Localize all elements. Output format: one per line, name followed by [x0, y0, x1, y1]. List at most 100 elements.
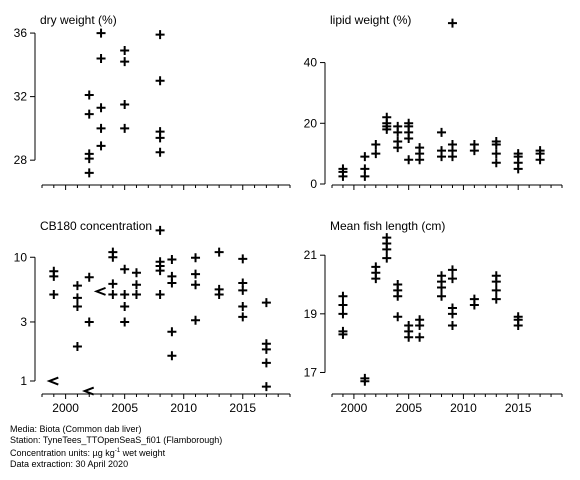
data-point: [155, 257, 165, 267]
data-point: [447, 18, 457, 28]
data-point: [155, 127, 165, 137]
footer-extraction: Data extraction: 30 April 2020: [10, 459, 129, 469]
data-point: [338, 300, 348, 310]
data-point: [491, 149, 501, 159]
panel-2: lipid weight (%) 0 20 40: [304, 13, 563, 191]
footer-units-exponent: -1: [114, 448, 121, 454]
data-point: [191, 280, 201, 290]
data-point: [404, 155, 414, 165]
chart-footer: Media: Biota (Common dab liver) Station:…: [10, 424, 222, 470]
panel-4: Mean fish length (cm) 2000 2005 2010 2015 17 1…: [304, 219, 563, 415]
data-point: [131, 290, 141, 300]
footer-units: Concentration units: µg kg-1 wet weight: [10, 446, 222, 459]
data-point: [167, 254, 177, 264]
data-point: [96, 103, 106, 113]
data-point: [491, 158, 501, 168]
data-point: [155, 30, 165, 40]
data-point: [155, 225, 165, 235]
data-point: [437, 291, 447, 301]
data-point: [120, 100, 130, 110]
data-point: [120, 123, 130, 133]
panel-title: CB180 concentration: [40, 219, 152, 233]
data-point: [49, 290, 59, 300]
data-point: [96, 53, 106, 63]
data-point: [214, 284, 224, 294]
data-point: [382, 233, 392, 243]
y-tick-label: 36: [14, 26, 28, 40]
panel-title: Mean fish length (cm): [330, 219, 445, 233]
data-point: [120, 290, 130, 300]
data-point: [360, 152, 370, 162]
data-point: [338, 291, 348, 301]
footer-station: Station: TyneTees_TTOpenSeaS_fi01 (Flamb…: [10, 435, 223, 445]
data-point: [261, 339, 271, 349]
panel-title: lipid weight (%): [330, 13, 411, 27]
x-tick-label: 2015: [229, 401, 256, 415]
data-point: [96, 123, 106, 133]
data-point: [155, 290, 165, 300]
data-point: [535, 146, 545, 156]
x-tick-label: 2005: [395, 401, 422, 415]
y-tick-label: 21: [304, 248, 318, 262]
data-point: [155, 147, 165, 157]
data-point: [167, 327, 177, 337]
data-point: [214, 247, 224, 257]
data-point: [491, 294, 501, 304]
data-point: [191, 253, 201, 263]
data-point: [469, 140, 479, 150]
x-tick-label: 2000: [341, 401, 368, 415]
data-point: [84, 149, 94, 159]
data-point: [72, 293, 82, 303]
data-point: [96, 141, 106, 151]
data-point: [415, 332, 425, 342]
data-point: [393, 280, 403, 290]
y-tick-label: 40: [304, 56, 318, 70]
data-point: [404, 118, 414, 128]
data-point: [371, 140, 381, 150]
data-point: [261, 298, 271, 308]
data-point: [360, 373, 370, 383]
x-tick-label: 2010: [450, 401, 477, 415]
data-point: [72, 342, 82, 352]
data-point: [382, 253, 392, 263]
data-point: [108, 247, 118, 257]
data-point: [491, 137, 501, 146]
data-point: [84, 317, 94, 327]
data-point: [491, 271, 501, 281]
data-point: [447, 274, 457, 284]
data-point: [371, 262, 381, 272]
data-point: [447, 303, 457, 313]
y-tick-label: 3: [20, 315, 27, 329]
panel-title: dry weight (%): [40, 13, 117, 27]
data-point: [131, 268, 141, 278]
data-point: [120, 302, 130, 311]
data-point: [261, 382, 271, 392]
less-than-point: [93, 286, 106, 296]
data-point: [191, 269, 201, 279]
data-point: [238, 254, 248, 264]
less-than-point: [46, 376, 59, 386]
y-tick-label: 0: [310, 177, 317, 191]
y-tick-label: 28: [14, 153, 28, 167]
x-tick-label: 2005: [111, 401, 138, 415]
chart-canvas: dry weight (%) 28 32 36 lipid weight (%) 0 20 4…: [14, 13, 563, 415]
data-point: [447, 265, 457, 275]
footer-media: Media: Biota (Common dab liver): [10, 424, 142, 434]
data-point: [120, 46, 130, 56]
data-point: [393, 121, 403, 131]
data-point: [415, 315, 425, 325]
data-point: [238, 312, 248, 322]
data-point: [167, 271, 177, 281]
data-point: [393, 137, 403, 146]
data-point: [84, 109, 94, 119]
data-point: [49, 266, 59, 276]
data-point: [167, 351, 177, 361]
data-point: [513, 312, 523, 322]
data-point: [84, 168, 94, 178]
y-tick-label: 10: [14, 250, 28, 264]
data-point: [72, 281, 82, 291]
data-point: [491, 285, 501, 295]
data-point: [72, 302, 82, 311]
y-tick-label: 19: [304, 307, 318, 321]
data-point: [338, 309, 348, 319]
